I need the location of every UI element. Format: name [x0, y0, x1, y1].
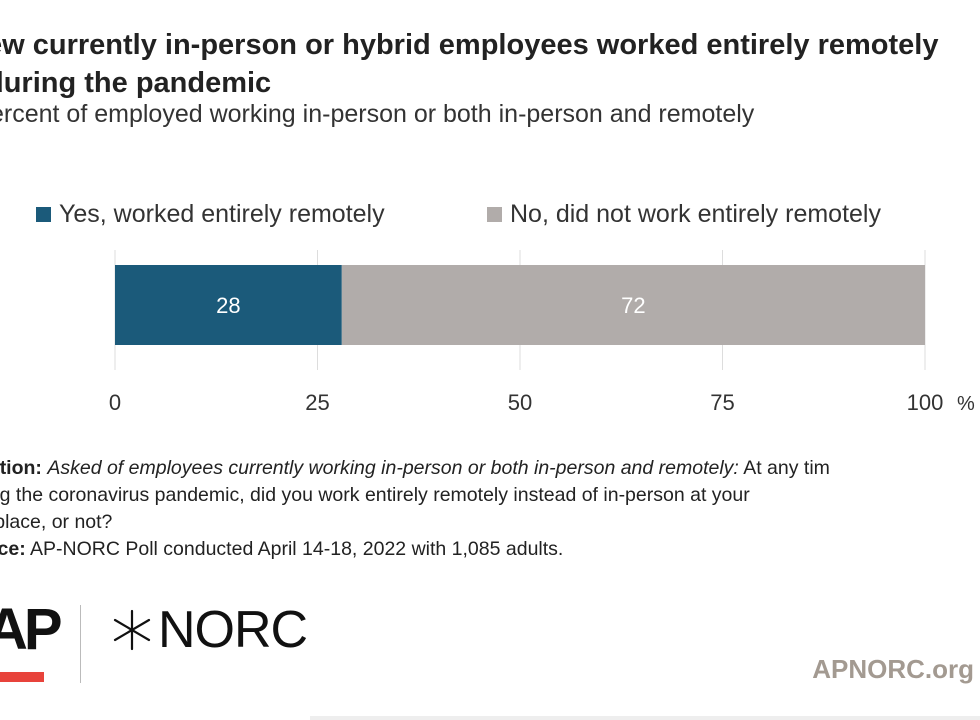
x-tick-label-75: 75	[710, 390, 734, 415]
bar-chart: 28 72 0 25 50 75 100%	[109, 250, 975, 415]
legend-label-no: No, did not work entirely remotely	[510, 200, 881, 228]
norc-logo: NORC	[110, 600, 308, 660]
x-tick-label-0: 0	[109, 390, 121, 415]
legend-swatch-yes	[36, 207, 51, 222]
logo-divider	[80, 605, 81, 683]
norc-logo-text: NORC	[158, 601, 308, 659]
ap-logo-bar	[0, 672, 44, 682]
question-line-2: ring the coronavirus pandemic, did you w…	[0, 484, 750, 506]
legend-item-no: No, did not work entirely remotely	[487, 200, 881, 229]
legend-item-yes: Yes, worked entirely remotely	[36, 200, 385, 229]
data-label-yes: 28	[216, 293, 240, 318]
bar-segment-no	[341, 265, 925, 345]
ap-logo: AP	[0, 597, 63, 662]
question-label: estion:	[0, 457, 42, 479]
source-note: urce: AP-NORC Poll conducted April 14-18…	[0, 536, 980, 563]
chart-subtitle: ercent of employed working in-person or …	[0, 100, 755, 128]
legend-swatch-no	[487, 207, 502, 222]
x-axis-unit: %	[957, 393, 975, 415]
question-note: estion: Asked of employees currently wor…	[0, 455, 980, 482]
norc-star-icon	[113, 609, 151, 651]
question-text: At any tim	[738, 457, 830, 479]
source-text: AP-NORC Poll conducted April 14-18, 2022…	[25, 538, 564, 560]
x-tick-label-100: 100	[907, 390, 944, 415]
chart-legend: Yes, worked entirely remotely No, did no…	[0, 200, 980, 234]
data-label-no: 72	[621, 293, 645, 318]
source-label: urce:	[0, 538, 26, 560]
x-tick-label-25: 25	[305, 390, 329, 415]
question-line-3: rkplace, or not?	[0, 511, 113, 533]
chart-title: ew currently in-person or hybrid employe…	[0, 29, 939, 99]
question-italic: Asked of employees currently working in-…	[47, 457, 739, 479]
bar-segment-yes	[115, 265, 342, 345]
legend-label-yes: Yes, worked entirely remotely	[59, 200, 385, 228]
bottom-rule	[310, 716, 980, 720]
x-tick-label-50: 50	[508, 390, 532, 415]
footer-url: APNORC.org	[812, 654, 974, 684]
chart-notes: estion: Asked of employees currently wor…	[0, 455, 980, 563]
